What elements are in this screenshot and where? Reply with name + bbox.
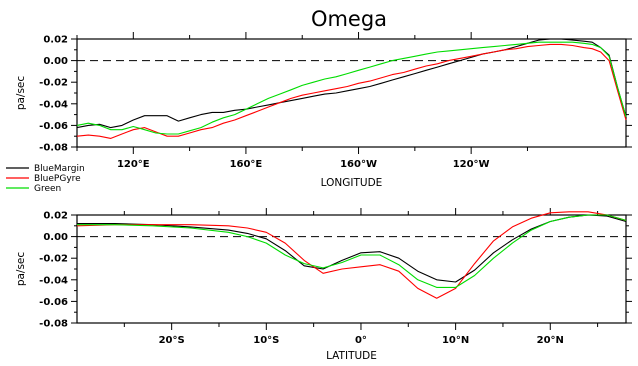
y-tick-label: 0.02: [43, 35, 68, 46]
legend-label-bluepgyre: BluePGyre: [34, 174, 81, 184]
series-line-bluemargin: [76, 38, 627, 129]
y-axis-label: pa/sec: [15, 252, 27, 287]
x-tick-label: 20°N: [537, 335, 564, 346]
x-tick-label: 10°N: [442, 335, 469, 346]
y-tick-label: -0.06: [39, 121, 68, 132]
x-tick-label: 0°: [355, 335, 367, 346]
series-line-bluepgyre: [76, 43, 627, 139]
series-line-bluepgyre: [76, 211, 627, 299]
legend-label-bluemargin: BlueMargin: [34, 164, 85, 174]
x-tick-label: 120°W: [453, 159, 490, 170]
bottom-panel: -0.08 -0.06 -0.04 -0.02 0.00 0.02 20°S 10°S 0° 10…: [15, 208, 632, 362]
plot-frame: [76, 38, 627, 148]
x-tick-label: 10°S: [253, 335, 279, 346]
top-panel: -0.08 -0.06 -0.04 -0.02 0.00 0.02 120°E 160°E 16…: [15, 32, 632, 189]
x-axis-label: LATITUDE: [326, 350, 377, 362]
figure-title: Omega: [311, 7, 387, 31]
y-tick-label: -0.08: [39, 319, 68, 330]
y-tick-label: -0.02: [39, 78, 68, 89]
y-tick-label: -0.04: [39, 275, 68, 286]
series-line-green: [77, 214, 627, 288]
y-tick-label: -0.04: [39, 99, 68, 110]
x-tick-label: 160°W: [340, 159, 377, 170]
x-tick-label: 20°S: [159, 335, 185, 346]
y-tick-label: 0.02: [43, 211, 68, 222]
y-tick-label: -0.02: [39, 254, 68, 265]
y-axis-label: pa/sec: [15, 76, 27, 111]
legend-label-green: Green: [34, 184, 61, 194]
x-tick-label: 120°E: [117, 159, 150, 170]
series-line-green: [76, 41, 627, 135]
plot-frame: [76, 214, 627, 324]
y-tick-label: 0.00: [43, 56, 68, 67]
y-tick-label: -0.08: [39, 143, 68, 154]
y-tick-label: 0.00: [43, 232, 68, 243]
x-axis-label: LONGITUDE: [321, 177, 383, 189]
y-tick-label: -0.06: [39, 297, 68, 308]
x-tick-label: 160°E: [230, 159, 263, 170]
